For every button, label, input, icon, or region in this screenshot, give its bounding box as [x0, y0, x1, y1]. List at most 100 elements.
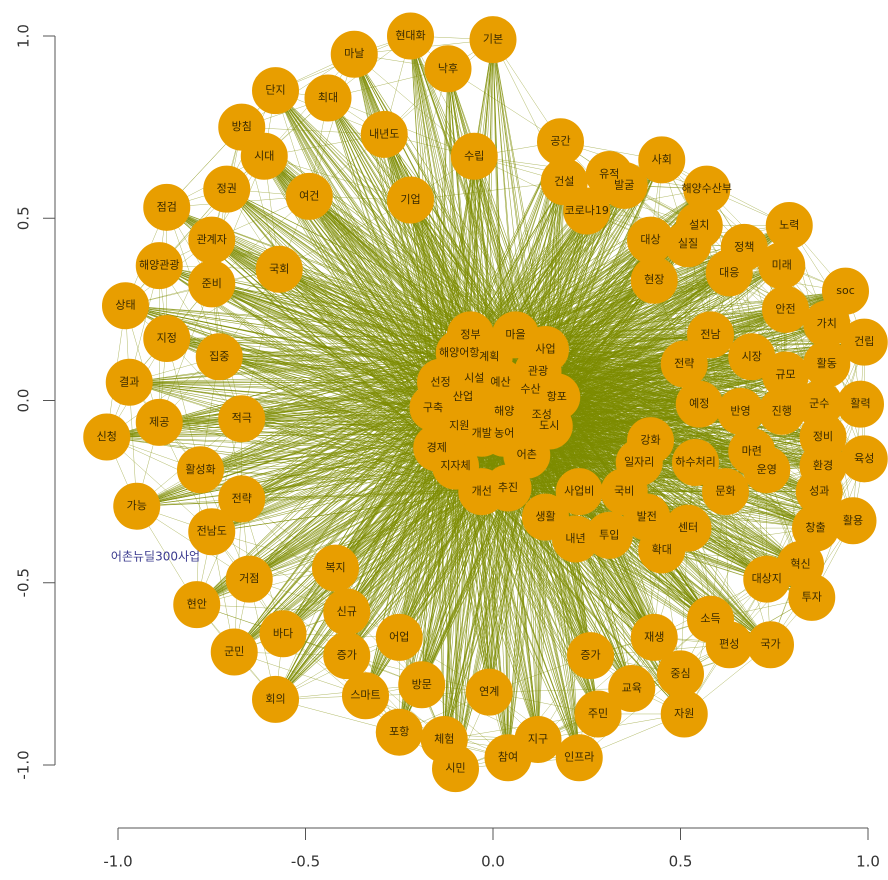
node-label: 예정	[689, 397, 709, 410]
edge	[556, 159, 663, 397]
node-label: 자원	[674, 707, 694, 720]
edge	[279, 268, 471, 336]
edge	[275, 465, 456, 700]
node-label: 해양관광	[139, 258, 179, 272]
node-label: 사업	[535, 342, 555, 355]
edge	[537, 396, 558, 740]
node	[135, 242, 183, 290]
node-label: 기본	[483, 33, 503, 46]
node	[255, 245, 303, 293]
node-label: 정비	[813, 430, 833, 443]
node	[135, 398, 183, 446]
edge	[264, 156, 411, 201]
y-tick-label: 1.0	[15, 24, 33, 48]
node-label: 참여	[498, 751, 518, 764]
node-label: 포항	[389, 725, 409, 738]
node-label: 바다	[273, 627, 293, 640]
node-label: 국가	[760, 638, 780, 651]
node	[660, 690, 708, 738]
node-label: 창출	[805, 521, 825, 534]
node	[829, 497, 877, 545]
edge	[410, 35, 471, 335]
node-label: 점검	[157, 200, 177, 213]
node-label: 경제	[427, 441, 447, 454]
node-label: 문화	[715, 485, 735, 498]
node-label: 전남	[700, 328, 720, 341]
node	[323, 632, 371, 680]
edge	[515, 210, 588, 336]
node	[304, 74, 352, 122]
node-label: 실질	[678, 237, 698, 250]
node	[188, 508, 236, 556]
node-label: 산업	[453, 390, 473, 403]
node-label: 투입	[599, 528, 619, 541]
edge	[219, 334, 471, 358]
node-label: 사회	[652, 153, 672, 166]
node-label: 정권	[217, 182, 237, 195]
edge	[200, 407, 434, 471]
node-label: 연계	[479, 685, 499, 698]
y-tick-label: -0.5	[15, 568, 33, 597]
node-label: 전략	[232, 492, 252, 505]
edge	[226, 188, 546, 350]
node	[330, 30, 378, 78]
node-label: 신규	[337, 605, 357, 618]
node-label: 사업비	[564, 485, 594, 498]
node	[702, 468, 749, 516]
node-label: 마을	[505, 328, 525, 341]
node	[102, 282, 149, 330]
node-label: 군민	[224, 645, 244, 658]
node	[672, 438, 719, 486]
edge	[282, 407, 434, 634]
node	[608, 664, 656, 712]
node-label: 활용	[843, 513, 863, 527]
y-tick-label: 0.0	[15, 389, 33, 413]
node	[630, 256, 678, 304]
node	[312, 544, 359, 592]
node-label: 국비	[614, 485, 634, 498]
edge	[282, 633, 400, 733]
node-label: 방문	[412, 678, 432, 691]
node-label: 운영	[757, 463, 777, 476]
node-label: 증가	[337, 649, 357, 662]
edge	[106, 436, 212, 532]
node-label: 주민	[588, 707, 608, 720]
node-label: 교육	[622, 681, 642, 694]
node	[252, 67, 299, 115]
node	[259, 610, 307, 658]
node	[664, 220, 712, 268]
edge	[650, 239, 752, 357]
node	[705, 249, 753, 297]
x-tick-label: 0.5	[669, 853, 693, 871]
edge	[687, 527, 771, 645]
node	[252, 675, 299, 723]
node	[743, 555, 791, 603]
edge	[455, 466, 539, 740]
edge	[159, 422, 456, 467]
edge	[481, 491, 490, 693]
node-label: 스마트	[350, 689, 380, 702]
node-label: 발전	[637, 510, 657, 523]
edge	[106, 436, 242, 500]
node	[600, 161, 648, 209]
edge	[481, 491, 580, 758]
edge	[211, 283, 460, 354]
node-label: 유적	[599, 168, 619, 181]
node	[432, 745, 479, 793]
edge	[200, 334, 471, 471]
node	[788, 573, 836, 621]
edge	[507, 487, 539, 740]
node	[173, 581, 221, 629]
annotation: 어촌뉴딜300사업	[111, 550, 200, 564]
node-label: 해양어항	[439, 345, 479, 359]
edge	[275, 425, 460, 700]
node-label: 선정	[430, 375, 450, 388]
node-label: 구축	[423, 401, 443, 414]
node	[360, 110, 408, 158]
node-label: 미래	[772, 259, 792, 272]
edge	[200, 352, 460, 471]
node	[225, 555, 273, 603]
node	[143, 315, 191, 363]
